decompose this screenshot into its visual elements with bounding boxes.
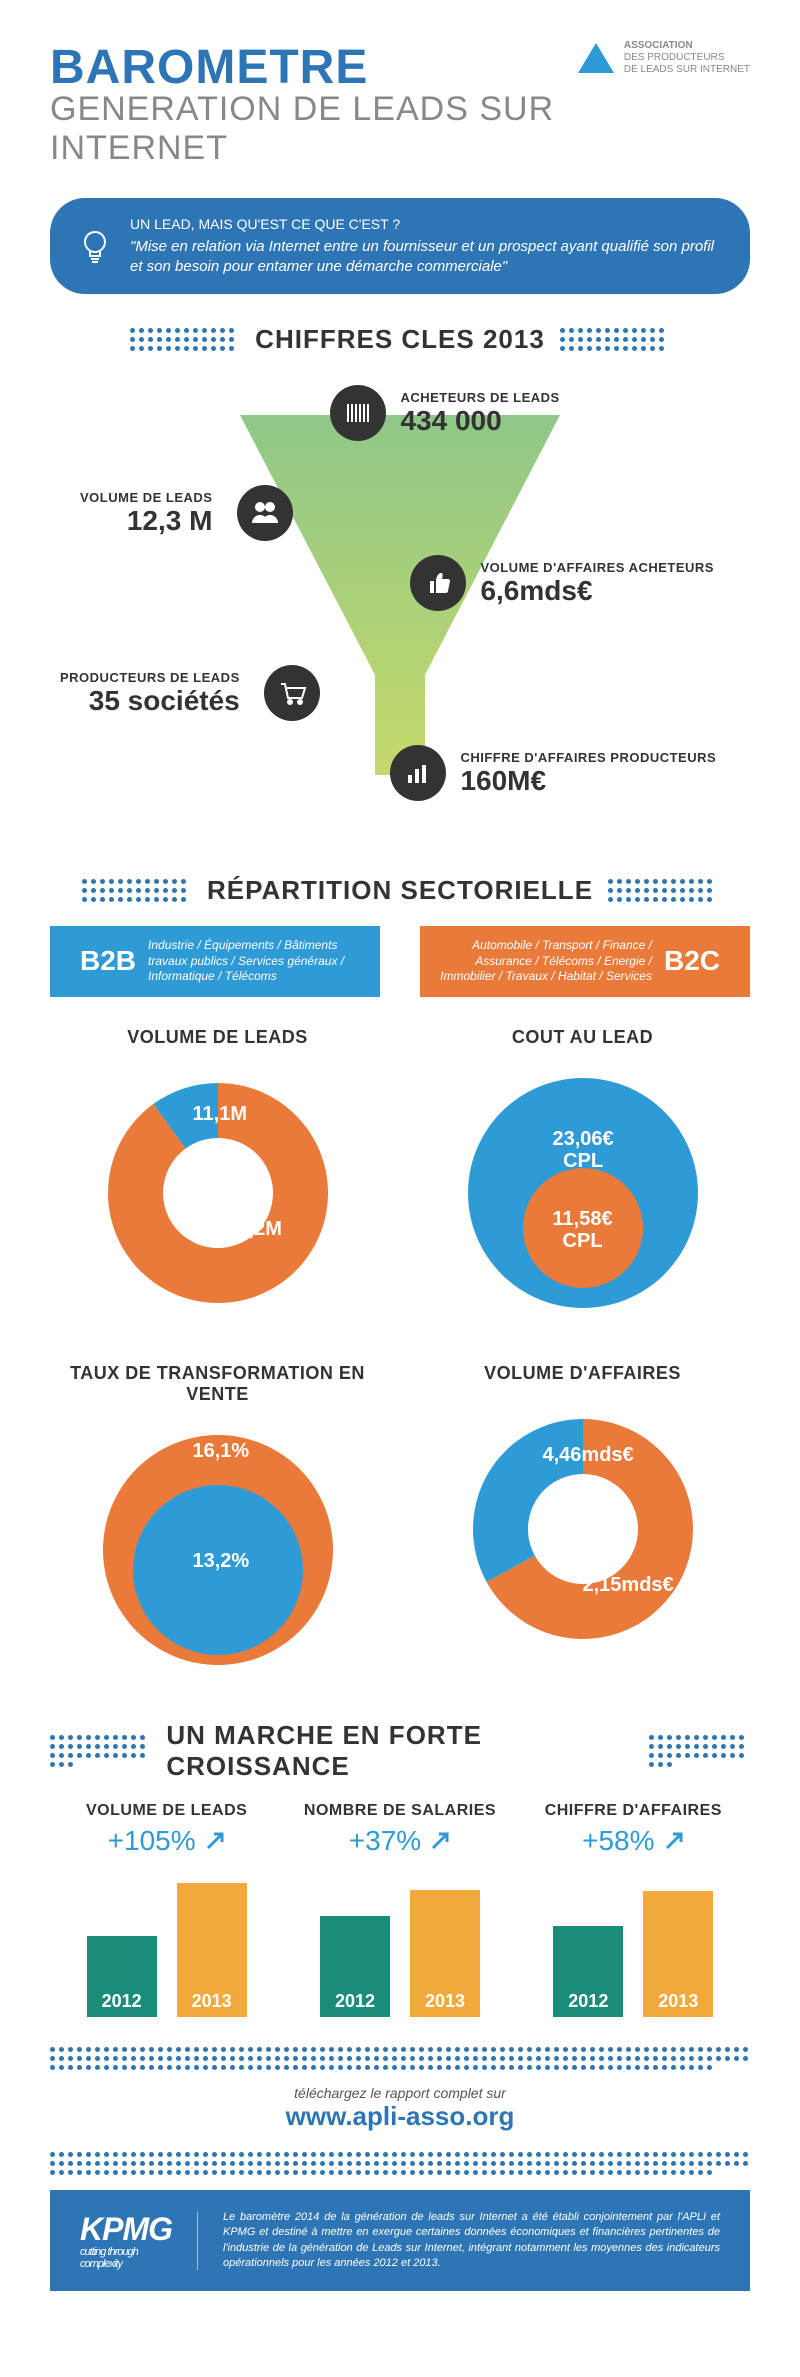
stat-volume-affaires: VOLUME D'AFFAIRES ACHETEURS 6,6mds€ bbox=[410, 555, 714, 611]
growth-title: VOLUME DE LEADS bbox=[67, 1802, 267, 1820]
kpmg-logo-text: KPMG bbox=[80, 2211, 172, 2247]
stat-label: ACHETEURS DE LEADS bbox=[400, 390, 559, 405]
intro-question: UN LEAD, MAIS QU'EST CE QUE C'EST ? bbox=[130, 216, 720, 232]
title-barometre: BAROMETRE bbox=[50, 40, 578, 95]
logo-line2: DES PRODUCTEURS bbox=[624, 52, 725, 63]
stat-label: CHIFFRE D'AFFAIRES PRODUCTEURS bbox=[460, 750, 716, 765]
thumbsup-icon bbox=[410, 555, 466, 611]
donut-label: 1,2M bbox=[238, 1218, 282, 1240]
bar-2012: 2012 bbox=[87, 1936, 157, 2017]
kpmg-logo: KPMG cutting through complexity bbox=[80, 2211, 198, 2270]
dot-bar bbox=[50, 2047, 750, 2070]
growth-value: +105% bbox=[67, 1825, 267, 1857]
donut-label: 13,2% bbox=[193, 1550, 250, 1572]
donut-block: VOLUME DE LEADS 11,1M 1,2M bbox=[50, 1027, 385, 1323]
stat-acheteurs: ACHETEURS DE LEADS 434 000 bbox=[330, 385, 560, 441]
donut-label: 4,46mds€ bbox=[543, 1444, 634, 1466]
bar-2013: 2013 bbox=[410, 1890, 480, 2017]
donut-block: TAUX DE TRANSFORMATION EN VENTE 16,1% 13,… bbox=[50, 1363, 385, 1680]
arrow-up-icon bbox=[204, 1830, 226, 1852]
donut-chart: 16,1% 13,2% bbox=[88, 1420, 348, 1680]
download-text: téléchargez le rapport complet sur bbox=[50, 2085, 750, 2101]
arrow-up-icon bbox=[429, 1830, 451, 1852]
kpmg-tagline: cutting through complexity bbox=[80, 2246, 172, 2270]
triangle-icon bbox=[578, 43, 614, 73]
donut-title: VOLUME DE LEADS bbox=[50, 1027, 385, 1048]
donut-label: 2,15mds€ bbox=[583, 1574, 674, 1596]
stat-label: VOLUME D'AFFAIRES ACHETEURS bbox=[480, 560, 714, 575]
b2b-label: B2B bbox=[80, 943, 136, 979]
growth-title: CHIFFRE D'AFFAIRES bbox=[533, 1802, 733, 1820]
donut-chart: 11,1M 1,2M bbox=[88, 1063, 348, 1323]
stat-label: PRODUCTEURS DE LEADS bbox=[60, 670, 240, 685]
logo-line1: ASSOCIATION bbox=[624, 40, 693, 51]
intro-definition: "Mise en relation via Internet entre un … bbox=[130, 237, 720, 276]
title-subtitle: GENERATION DE LEADS SUR INTERNET bbox=[50, 90, 578, 168]
growth-value: +58% bbox=[533, 1825, 733, 1857]
stat-value: 12,3 M bbox=[80, 505, 212, 537]
tag-b2b: B2B Industrie / Équipements / Bâtiments … bbox=[50, 926, 380, 997]
growth-title: NOMBRE DE SALARIES bbox=[300, 1802, 500, 1820]
dot-bar bbox=[50, 2152, 750, 2175]
stat-value: 160M€ bbox=[460, 765, 716, 797]
divider-chiffres: CHIFFRES CLES 2013 bbox=[50, 324, 750, 355]
donuts-grid: VOLUME DE LEADS 11,1M 1,2M COUT AU LEAD 23… bbox=[50, 1027, 750, 1680]
donut-block: VOLUME D'AFFAIRES 4,46mds€ 2,15mds€ bbox=[415, 1363, 750, 1680]
donut-title: COUT AU LEAD bbox=[415, 1027, 750, 1048]
donut-label: 11,1M bbox=[193, 1103, 247, 1125]
barcode-icon bbox=[330, 385, 386, 441]
bar-2012: 2012 bbox=[320, 1916, 390, 2017]
bar-2013: 2013 bbox=[643, 1891, 713, 2017]
sector-tags: B2B Industrie / Équipements / Bâtiments … bbox=[50, 926, 750, 997]
stat-value: 35 sociétés bbox=[60, 685, 240, 717]
donut-label: 16,1% bbox=[193, 1440, 250, 1462]
growth-bars: 2012 2013 bbox=[533, 1877, 733, 2017]
donut-chart: 23,06€CPL 11,58€CPL bbox=[453, 1063, 713, 1323]
stat-label: VOLUME DE LEADS bbox=[80, 490, 212, 505]
stat-value: 434 000 bbox=[400, 405, 559, 437]
donut-title: VOLUME D'AFFAIRES bbox=[415, 1363, 750, 1384]
cart-icon bbox=[264, 665, 320, 721]
growth-row: VOLUME DE LEADS +105% 2012 2013 NOMBRE D… bbox=[50, 1802, 750, 2017]
tag-b2c: B2C Automobile / Transport / Finance / A… bbox=[420, 926, 750, 997]
growth-block: CHIFFRE D'AFFAIRES +58% 2012 2013 bbox=[533, 1802, 733, 2017]
stat-ca-producteurs: CHIFFRE D'AFFAIRES PRODUCTEURS 160M€ bbox=[390, 745, 716, 801]
donut-block: COUT AU LEAD 23,06€CPL 11,58€CPL bbox=[415, 1027, 750, 1323]
donut-label: 23,06€CPL bbox=[553, 1128, 614, 1172]
growth-value: +37% bbox=[300, 1825, 500, 1857]
donut-label: 11,58€CPL bbox=[553, 1208, 613, 1252]
section-title-repartition: RÉPARTITION SECTORIELLE bbox=[207, 875, 593, 906]
stat-volume-leads: VOLUME DE LEADS 12,3 M bbox=[80, 485, 293, 541]
people-icon bbox=[237, 485, 293, 541]
divider-repartition: RÉPARTITION SECTORIELLE bbox=[50, 875, 750, 906]
b2c-label: B2C bbox=[664, 943, 720, 979]
donut-title: TAUX DE TRANSFORMATION EN VENTE bbox=[50, 1363, 385, 1405]
b2b-sectors: Industrie / Équipements / Bâtiments trav… bbox=[148, 938, 362, 985]
bar-2012: 2012 bbox=[553, 1926, 623, 2017]
section-title-chiffres: CHIFFRES CLES 2013 bbox=[255, 324, 545, 355]
barchart-icon bbox=[390, 745, 446, 801]
growth-block: NOMBRE DE SALARIES +37% 2012 2013 bbox=[300, 1802, 500, 2017]
download-block: téléchargez le rapport complet sur www.a… bbox=[50, 2085, 750, 2132]
logo-line3: DE LEADS SUR INTERNET bbox=[624, 64, 750, 75]
funnel-section: ACHETEURS DE LEADS 434 000 VOLUME DE LEA… bbox=[50, 375, 750, 855]
section-title-croissance: UN MARCHE EN FORTE CROISSANCE bbox=[166, 1720, 633, 1782]
bar-2013: 2013 bbox=[177, 1883, 247, 2017]
kpmg-footer-text: Le baromètre 2014 de la génération de le… bbox=[223, 2210, 720, 2272]
lightbulb-icon bbox=[75, 226, 115, 266]
growth-bars: 2012 2013 bbox=[300, 1877, 500, 2017]
growth-block: VOLUME DE LEADS +105% 2012 2013 bbox=[67, 1802, 267, 2017]
donut-chart: 4,46mds€ 2,15mds€ bbox=[453, 1399, 713, 1659]
kpmg-footer: KPMG cutting through complexity Le barom… bbox=[50, 2190, 750, 2292]
header: BAROMETRE GENERATION DE LEADS SUR INTERN… bbox=[0, 0, 800, 188]
stat-producteurs: PRODUCTEURS DE LEADS 35 sociétés bbox=[60, 665, 320, 721]
intro-banner: UN LEAD, MAIS QU'EST CE QUE C'EST ? "Mis… bbox=[50, 198, 750, 294]
arrow-up-icon bbox=[663, 1830, 685, 1852]
b2c-sectors: Automobile / Transport / Finance / Assur… bbox=[438, 938, 652, 985]
divider-croissance: UN MARCHE EN FORTE CROISSANCE bbox=[50, 1720, 750, 1782]
apli-logo: ASSOCIATION DES PRODUCTEURS DE LEADS SUR… bbox=[578, 40, 750, 76]
growth-bars: 2012 2013 bbox=[67, 1877, 267, 2017]
download-link[interactable]: www.apli-asso.org bbox=[50, 2101, 750, 2132]
stat-value: 6,6mds€ bbox=[480, 575, 714, 607]
